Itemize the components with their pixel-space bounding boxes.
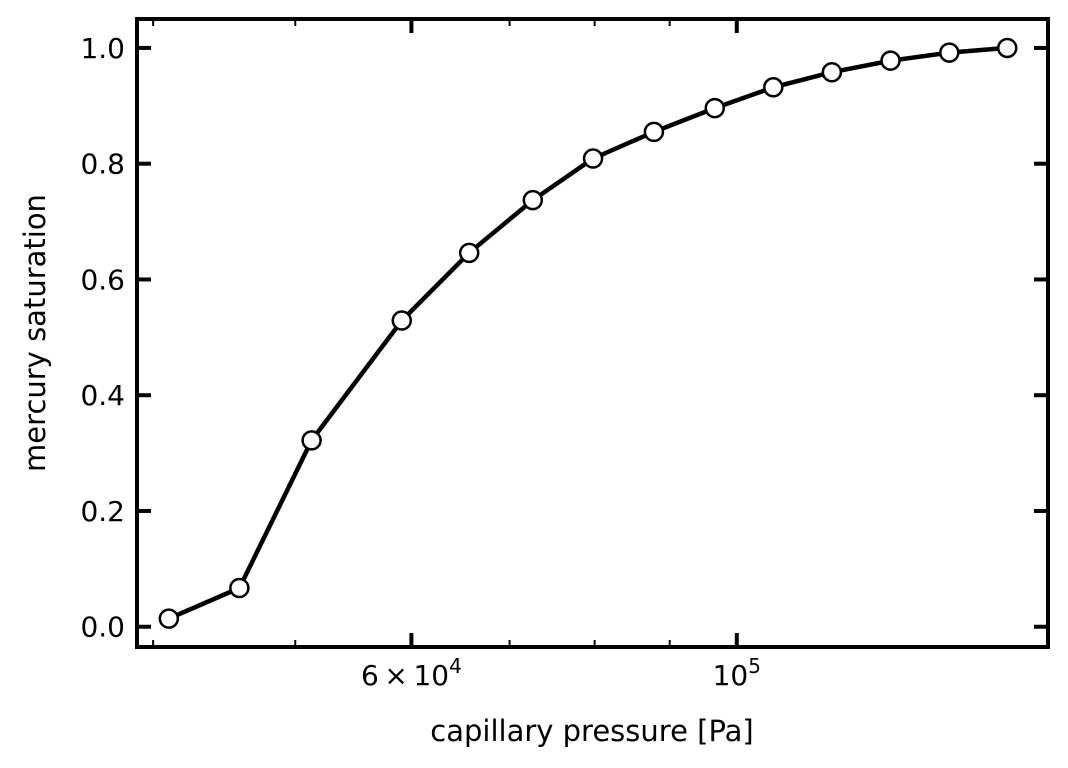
data-series	[158, 37, 1018, 629]
y-tick-label: 0.6	[80, 263, 125, 296]
data-point	[458, 242, 480, 264]
data-point	[763, 77, 784, 98]
data-point	[391, 310, 413, 331]
y-tick-label: 0.4	[80, 379, 125, 412]
x-tick-label: 6 × 104	[361, 654, 462, 692]
data-point	[939, 42, 960, 63]
x-tick-label: 105	[713, 654, 761, 692]
data-point	[158, 608, 180, 629]
data-point	[821, 61, 843, 83]
data-point	[582, 148, 604, 169]
y-axis-label: mercury saturation	[18, 194, 52, 472]
data-point	[229, 577, 250, 599]
plot-frame	[135, 17, 1050, 649]
y-tick-label: 0.8	[80, 148, 125, 181]
y-tick-label: 1.0	[80, 32, 125, 65]
x-axis-label: capillary pressure [Pa]	[430, 714, 753, 748]
y-axis-ticks: 0.0 0.2 0.4 0.6 0.8 1.0	[80, 32, 1048, 644]
data-point	[301, 430, 322, 451]
data-point	[522, 189, 544, 211]
data-point	[704, 97, 726, 119]
y-tick-label: 0.0	[80, 611, 125, 644]
data-point	[880, 50, 901, 71]
data-point	[997, 37, 1018, 59]
series-line	[168, 45, 1008, 621]
data-point	[643, 121, 665, 143]
x-axis-ticks: 6 × 104 105	[152, 19, 761, 692]
y-tick-label: 0.2	[80, 495, 125, 528]
